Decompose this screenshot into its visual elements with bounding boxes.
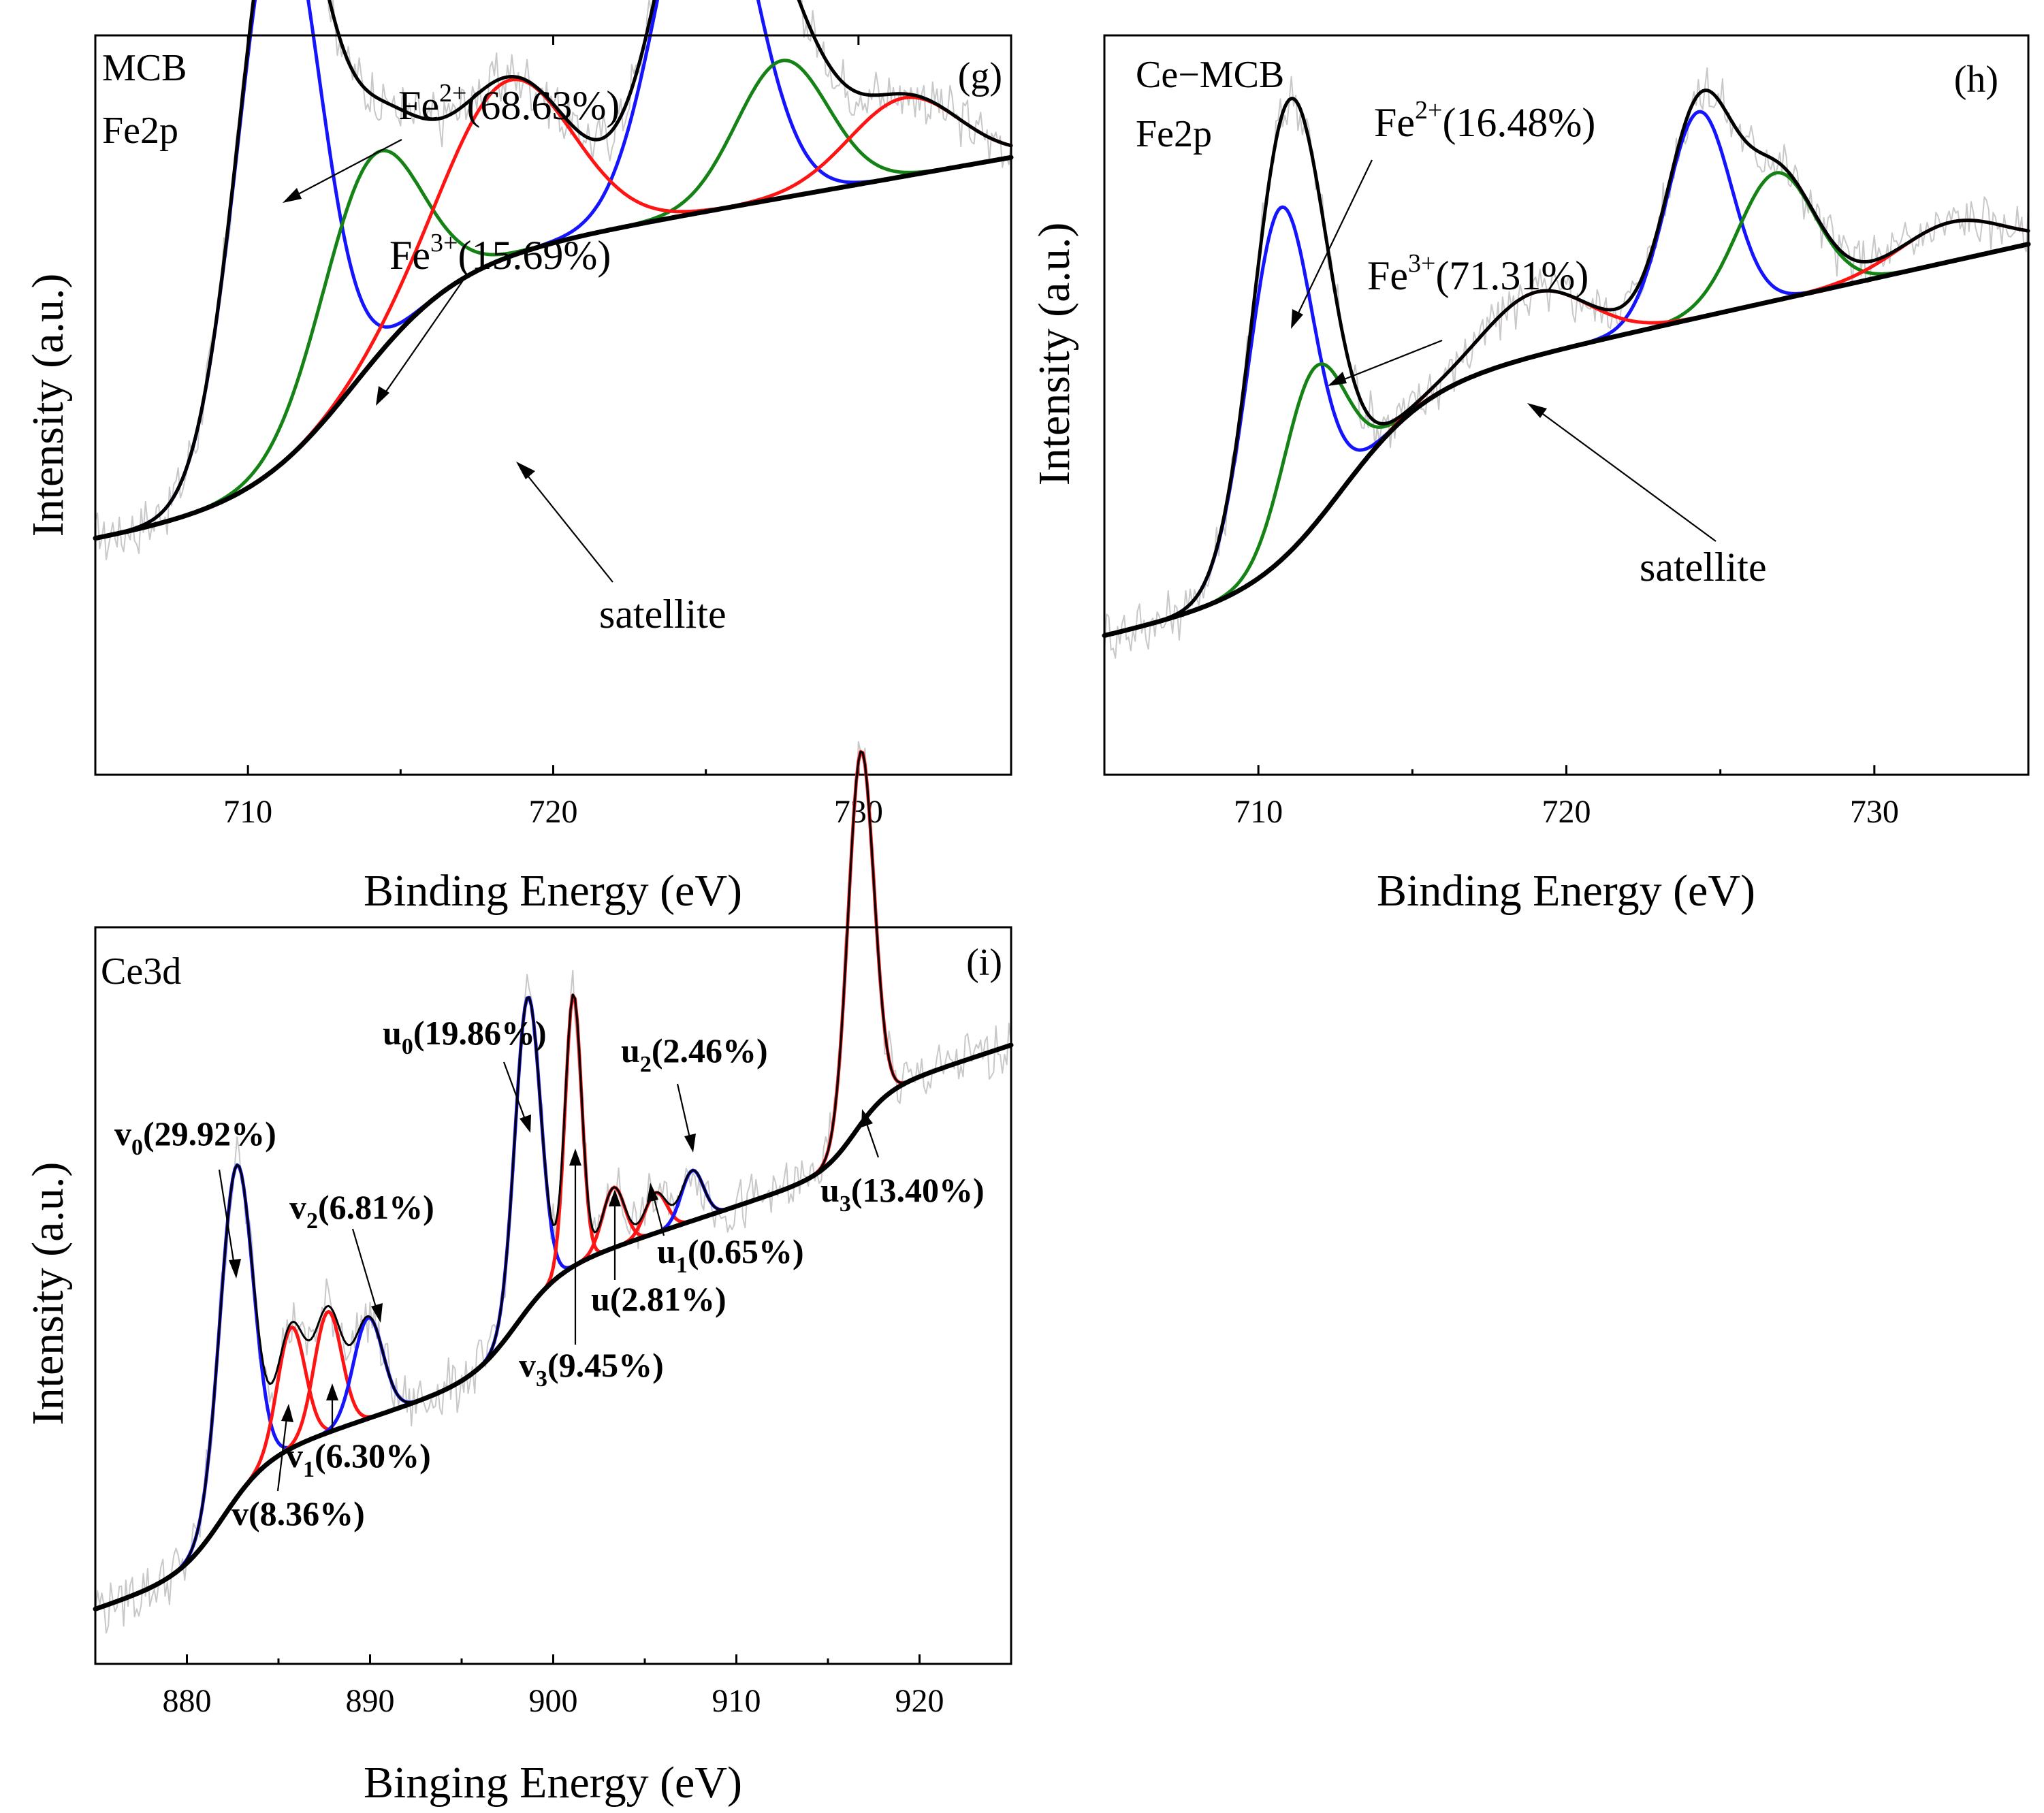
panel-i-ce3d: 880 890 900 910 920 Ce3d (i) Binging Energy …	[23, 741, 1014, 1808]
panel-h-ticks	[1103, 765, 2030, 775]
arrowhead-v1	[326, 1383, 338, 1400]
peak-label-u0: u0(19.86%)	[383, 1014, 547, 1059]
panel-i-y-axis-title: Intensity (a.u.)	[23, 1162, 73, 1426]
raw-spectrum	[1104, 67, 2029, 659]
peak-label-v1: v1(6.30%)	[286, 1437, 431, 1482]
x-tick-label: 730	[834, 794, 883, 830]
panel-i-panel-label: (i)	[966, 942, 1002, 984]
x-tick-label: 890	[346, 1683, 395, 1719]
panel-g-fe3-arrowhead	[376, 386, 389, 406]
panel-i-region-label: Ce3d	[101, 950, 181, 993]
panel-g-frame	[94, 34, 1012, 776]
peak-label-u1: u1(0.65%)	[657, 1232, 804, 1278]
arrowhead-u2	[684, 1134, 696, 1153]
panel-h-satellite-arrow	[1535, 408, 1716, 542]
panel-g-sample-label: MCB	[102, 47, 187, 89]
panel-h-curves	[1102, 67, 2031, 659]
arrow-v0	[218, 1169, 236, 1270]
panel-h-y-axis-title: Intensity (a.u.)	[1029, 223, 1079, 486]
x-tick-label: 910	[712, 1683, 761, 1719]
arrow-u0	[502, 1061, 528, 1125]
arrow-v2	[351, 1228, 379, 1315]
arrowhead-u1	[647, 1183, 658, 1202]
panel-g-curves	[93, 0, 1014, 560]
peak-label-u3: u3(13.40%)	[820, 1171, 985, 1217]
panel-h-fe3-arrow	[1335, 339, 1443, 384]
envelope-fit	[1102, 89, 2030, 637]
panel-g-fe2p-mcb: 710 720 730 MCB Fe2p (g) Binding Energy (e…	[23, 0, 1014, 916]
background-line	[93, 1042, 1014, 1611]
panel-h-fe2p-ce-mcb: 710 720 730 Ce−MCB Fe2p (h) Binding Energy…	[1029, 34, 2031, 916]
panel-i-tick-labels: 880 890 900 910 920	[163, 1683, 944, 1719]
background-line	[1102, 242, 2031, 638]
arrowhead-v3	[569, 1149, 581, 1166]
x-tick-label: 720	[529, 794, 578, 830]
panel-g-region-label: Fe2p	[102, 110, 178, 152]
x-tick-label: 880	[163, 1683, 212, 1719]
panel-g-y-axis-title: Intensity (a.u.)	[23, 274, 73, 537]
arrowhead-u3	[861, 1109, 873, 1127]
peak-label-u: u(2.81%)	[591, 1280, 726, 1318]
panel-g-fe3-arrow	[381, 280, 464, 399]
arrow-u2	[676, 1083, 692, 1144]
x-tick-label: 720	[1542, 794, 1591, 830]
envelope-fit	[93, 0, 1013, 541]
panel-g-x-axis-title: Binding Energy (eV)	[364, 866, 742, 916]
peak-label-u2: u2(2.46%)	[621, 1031, 768, 1077]
arrowhead-v0	[229, 1259, 241, 1279]
panel-i-curves	[93, 741, 1014, 1634]
panel-i-ticks	[94, 1654, 1012, 1664]
panel-i-peak-labels: v0(29.92%) v(8.36%) v1(6.30%) v2(6.81%) …	[114, 1014, 985, 1533]
peak-label-v0: v0(29.92%)	[114, 1114, 276, 1160]
arrowhead-v2	[371, 1303, 383, 1323]
panel-g-fe2-arrowhead	[283, 188, 302, 203]
panel-g-panel-label: (g)	[958, 55, 1002, 97]
arrowhead-u0	[520, 1114, 531, 1133]
panel-g-tick-labels: 710 720 730	[223, 794, 883, 830]
panel-h-satellite-arrowhead	[1527, 403, 1547, 418]
x-tick-label: 900	[529, 1683, 578, 1719]
x-tick-label: 920	[895, 1683, 944, 1719]
panel-h-fe2-annotation: Fe2+(16.48%)	[1374, 96, 1595, 145]
arrowhead-v	[281, 1404, 293, 1422]
arrow-v	[276, 1412, 289, 1492]
peak-label-v: v(8.36%)	[231, 1494, 365, 1533]
arrowhead-u	[609, 1189, 621, 1206]
panel-h-fe2-arrowhead	[1291, 309, 1303, 329]
panel-h-tick-labels: 710 720 730	[1234, 794, 1899, 830]
panel-h-fe3-annotation: Fe3+(71.31%)	[1367, 249, 1588, 298]
panel-g-ticks	[94, 35, 1012, 775]
panel-i-x-axis-title: Binging Energy (eV)	[364, 1758, 742, 1808]
panel-g-fe2-annotation: Fe2+(68.63%)	[398, 79, 620, 128]
panel-h-fe3-arrowhead	[1328, 372, 1347, 386]
component-fe2-2	[1102, 110, 2030, 637]
panel-g-fe3-annotation: Fe3+(15.69%)	[389, 229, 611, 278]
x-tick-label: 710	[1234, 794, 1283, 830]
panel-h-fe2-arrow	[1294, 159, 1373, 321]
peak-label-v2: v2(6.81%)	[289, 1188, 434, 1234]
component-sat-1	[93, 78, 1013, 541]
panel-h-sample-label: Ce−MCB	[1136, 54, 1284, 96]
panel-h-x-axis-title: Binding Energy (eV)	[1377, 866, 1755, 916]
component-fe3-1	[1102, 242, 2030, 637]
panel-h-panel-label: (h)	[1954, 59, 1998, 101]
panel-i-frame	[94, 926, 1012, 1665]
component-fe3-1	[93, 148, 1013, 541]
panel-g-satellite-arrowhead	[516, 462, 535, 479]
component-fe3-2	[93, 59, 1013, 541]
panel-g-satellite-annotation: satellite	[599, 592, 726, 637]
peak-label-v3: v3(9.45%)	[519, 1346, 664, 1392]
panel-i-arrows	[218, 1061, 880, 1492]
panel-h-satellite-annotation: satellite	[1640, 545, 1767, 590]
panel-h-region-label: Fe2p	[1136, 113, 1212, 155]
envelope-fit	[94, 750, 1012, 1610]
background-line	[93, 155, 1014, 541]
panel-g-fe2-arrow	[289, 139, 402, 199]
x-tick-label: 730	[1850, 794, 1899, 830]
x-tick-label: 710	[223, 794, 272, 830]
panel-g-satellite-arrow	[522, 469, 613, 583]
